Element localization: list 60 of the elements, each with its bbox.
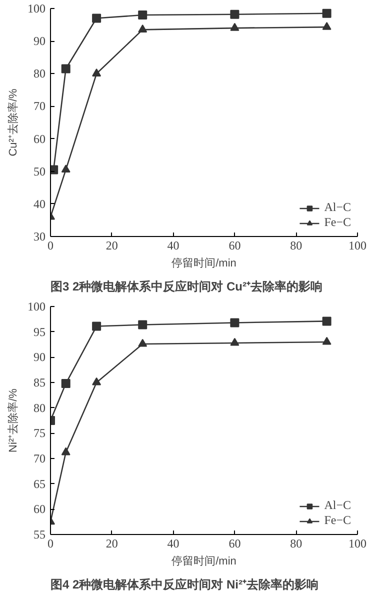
- x-axis-title: 停留时间/min: [172, 256, 236, 270]
- x-axis-title: 停留时间/min: [172, 554, 236, 568]
- y-tick-label: 80: [34, 400, 46, 415]
- y-tick-label: 60: [34, 132, 46, 146]
- point: [230, 338, 240, 346]
- x-tick-label: 0: [48, 536, 54, 550]
- point: [92, 322, 102, 331]
- y-tick-label: 75: [34, 426, 46, 440]
- point: [138, 10, 148, 20]
- point: [322, 8, 332, 18]
- y-tick-label: 50: [34, 164, 46, 178]
- point: [92, 68, 102, 76]
- y-axis-title: Cu²⁺去除率/%: [6, 88, 20, 156]
- point: [61, 379, 70, 388]
- y-tick-label: 80: [34, 66, 46, 81]
- point: [61, 164, 70, 173]
- y-tick-label: 70: [34, 452, 46, 466]
- point: [61, 447, 70, 456]
- point: [92, 377, 102, 386]
- x-tick-label: 80: [290, 238, 302, 252]
- y-tick-label: 65: [34, 476, 46, 491]
- caption: 图4 2种微电解体系中反应时间对 Ni²⁺去除率的影响: [50, 578, 319, 592]
- x-tick-label: 0: [48, 238, 54, 252]
- y-tick-label: 100: [28, 300, 46, 314]
- point: [138, 24, 148, 32]
- y-tick-label: 30: [34, 230, 46, 244]
- y-tick-label: 90: [34, 34, 46, 48]
- point: [61, 64, 70, 74]
- legend-label: Al−C: [324, 200, 351, 215]
- point: [322, 336, 332, 345]
- y-tick-label: 85: [34, 376, 46, 390]
- legend-label: Al−C: [324, 498, 351, 513]
- caption: 图3 2种微电解体系中反应时间对 Cu²⁺去除率的影响: [50, 280, 323, 294]
- y-tick-label: 70: [34, 99, 46, 114]
- x-tick-label: 100: [348, 238, 366, 252]
- x-tick-label: 60: [228, 238, 241, 252]
- point: [92, 14, 102, 23]
- y-tick-label: 90: [34, 350, 46, 364]
- x-tick-label: 100: [348, 536, 366, 550]
- x-tick-label: 40: [167, 536, 180, 550]
- point: [322, 316, 332, 326]
- x-tick-label: 40: [167, 238, 180, 252]
- point: [230, 22, 240, 31]
- y-tick-label: 40: [34, 196, 46, 211]
- y-axis-title: Ni²⁺去除率/%: [6, 388, 20, 452]
- point: [322, 22, 332, 30]
- point: [230, 318, 240, 328]
- x-tick-label: 60: [228, 536, 241, 550]
- y-tick-label: 95: [34, 324, 46, 339]
- legend-label: Fe−C: [324, 215, 351, 230]
- legend-label: Fe−C: [324, 513, 351, 528]
- point: [230, 10, 240, 19]
- y-tick-label: 100: [28, 2, 46, 16]
- x-tick-label: 20: [106, 238, 118, 252]
- y-tick-label: 60: [34, 502, 46, 516]
- point: [138, 338, 148, 347]
- point: [138, 320, 148, 330]
- y-tick-label: 55: [34, 528, 46, 542]
- x-tick-label: 80: [290, 536, 302, 550]
- x-tick-label: 20: [106, 536, 118, 550]
